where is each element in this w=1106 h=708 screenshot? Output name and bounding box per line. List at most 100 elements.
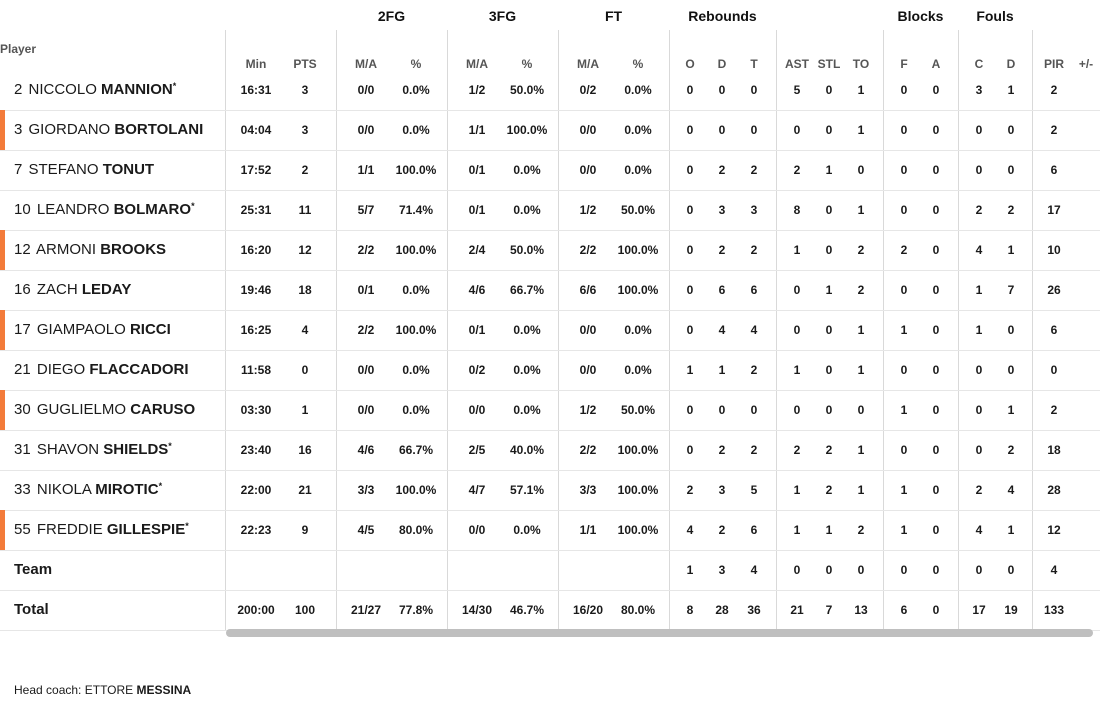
column-header-reb-o[interactable]: O <box>685 57 695 71</box>
group-fouls: Fouls <box>976 8 1014 24</box>
stat-fg3-pct: 0.0% <box>513 203 541 217</box>
head-coach: Head coach: ETTORE MESSINA <box>14 683 191 697</box>
starter-marker: * <box>158 481 163 491</box>
column-header-foul-d[interactable]: D <box>1006 57 1016 71</box>
column-header-reb-t[interactable]: T <box>750 57 758 71</box>
horizontal-scrollbar[interactable] <box>226 629 1093 637</box>
player-name[interactable]: 3 GIORDANO BORTOLANI <box>14 110 203 150</box>
stat-blk-f: 0 <box>900 163 908 177</box>
stat-reb-o: 0 <box>686 123 694 137</box>
stat-stl: 0 <box>825 203 833 217</box>
stat-fg2-pct: 71.4% <box>398 203 434 217</box>
player-name[interactable]: 16 ZACH LEDAY <box>14 270 131 310</box>
player-number: 10 <box>14 201 31 218</box>
stat-fg2-ma: 0/1 <box>357 283 375 297</box>
stat-ast: 0 <box>793 283 801 297</box>
column-header-fg3-pct[interactable]: % <box>521 57 533 71</box>
column-header-ast[interactable]: AST <box>785 57 809 71</box>
stat-fg3-ma: 0/0 <box>468 403 486 417</box>
stat-reb-t: 0 <box>750 403 758 417</box>
stat-reb-t: 4 <box>750 563 758 577</box>
head-coach-first-name: ETTORE <box>84 683 134 697</box>
column-header-fg2-pct[interactable]: % <box>410 57 422 71</box>
player-name[interactable]: 17 GIAMPAOLO RICCI <box>14 310 171 350</box>
stat-ast: 21 <box>790 603 804 617</box>
player-name[interactable]: 55 FREDDIE GILLESPIE* <box>14 510 189 550</box>
stat-fg3-ma: 0/1 <box>468 163 486 177</box>
stat-fg2-ma: 0/0 <box>357 363 375 377</box>
stat-min: 23:40 <box>240 443 272 457</box>
stat-pir: 12 <box>1047 523 1061 537</box>
stat-pts: 9 <box>301 523 309 537</box>
stat-pir: 26 <box>1047 283 1061 297</box>
stat-to: 13 <box>854 603 868 617</box>
player-name[interactable]: 31 SHAVON SHIELDS* <box>14 430 172 470</box>
column-header-to[interactable]: TO <box>852 57 870 71</box>
stat-pir: 2 <box>1050 123 1058 137</box>
stat-blk-a: 0 <box>932 563 940 577</box>
team-label: Team <box>14 561 53 578</box>
player-first-name: SHAVON <box>36 441 100 458</box>
column-header-ft-ma[interactable]: M/A <box>577 57 599 71</box>
column-header-pm[interactable]: +/- <box>1078 57 1094 71</box>
stat-blk-f: 1 <box>900 403 908 417</box>
player-name[interactable]: 30 GUGLIELMO CARUSO <box>14 390 195 430</box>
column-header-fg2-ma[interactable]: M/A <box>355 57 377 71</box>
stat-blk-f: 6 <box>900 603 908 617</box>
player-name[interactable]: 33 NIKOLA MIROTIC* <box>14 470 162 510</box>
player-row: 17 GIAMPAOLO RICCI 16:25 4 2/2 100.0% 0/1 0.0%… <box>0 310 1100 351</box>
stat-ft-pct: 0.0% <box>624 323 652 337</box>
player-first-name: ARMONI <box>36 241 97 258</box>
stat-ft-pct: 80.0% <box>620 603 656 617</box>
player-first-name: FREDDIE <box>36 521 103 538</box>
stat-fg3-ma: 1/2 <box>468 83 486 97</box>
stat-min: 17:52 <box>240 163 272 177</box>
stat-stl: 0 <box>825 243 833 257</box>
player-name[interactable]: 10 LEANDRO BOLMARO* <box>14 190 195 230</box>
column-header-pir[interactable]: PIR <box>1043 57 1064 71</box>
stat-pts: 100 <box>294 603 316 617</box>
column-header-stl[interactable]: STL <box>817 57 841 71</box>
stat-fg3-pct: 46.7% <box>509 603 545 617</box>
column-header-ft-pct[interactable]: % <box>632 57 644 71</box>
column-header-blk-f[interactable]: F <box>900 57 908 71</box>
stat-pir: 6 <box>1050 323 1058 337</box>
stat-fg2-ma: 4/5 <box>357 523 375 537</box>
stat-reb-o: 0 <box>686 243 694 257</box>
stat-reb-t: 5 <box>750 483 758 497</box>
player-name[interactable]: 21 DIEGO FLACCADORI <box>14 350 189 390</box>
stat-foul-c: 2 <box>975 483 983 497</box>
column-header-min[interactable]: Min <box>245 57 267 71</box>
player-name[interactable]: 2 NICCOLO MANNION* <box>14 70 176 110</box>
stat-pts: 1 <box>301 403 309 417</box>
stat-fg2-ma: 3/3 <box>357 483 375 497</box>
player-name[interactable]: 12 ARMONI BROOKS <box>14 230 166 270</box>
column-header-pts[interactable]: PTS <box>293 57 317 71</box>
stat-foul-c: 4 <box>975 523 983 537</box>
player-first-name: GIORDANO <box>28 121 111 138</box>
stat-ft-pct: 0.0% <box>624 163 652 177</box>
starter-marker: * <box>185 521 189 531</box>
stat-stl: 1 <box>825 523 833 537</box>
stat-fg2-pct: 0.0% <box>402 123 430 137</box>
stat-reb-o: 0 <box>686 403 694 417</box>
column-header-fg3-ma[interactable]: M/A <box>466 57 488 71</box>
starter-marker: * <box>168 441 172 451</box>
column-divider <box>558 30 559 630</box>
column-header-blk-a[interactable]: A <box>931 57 941 71</box>
stat-blk-a: 0 <box>932 443 940 457</box>
stat-fg3-pct: 0.0% <box>513 523 541 537</box>
stat-fg3-ma: 14/30 <box>461 603 493 617</box>
stat-reb-d: 2 <box>718 443 726 457</box>
player-name[interactable]: 7 STEFANO TONUT <box>14 150 154 190</box>
stat-fg3-ma: 1/1 <box>468 123 486 137</box>
player-row: 21 DIEGO FLACCADORI 11:58 0 0/0 0.0% 0/2 0.0% 0… <box>0 350 1100 391</box>
stat-fg2-ma: 1/1 <box>357 163 375 177</box>
player-last-name: MANNION <box>101 81 173 98</box>
stat-blk-f: 1 <box>900 523 908 537</box>
player-row: 30 GUGLIELMO CARUSO 03:30 1 0/0 0.0% 0/0 0.0% 1… <box>0 390 1100 431</box>
column-header-reb-d[interactable]: D <box>717 57 727 71</box>
stat-ast: 0 <box>793 403 801 417</box>
player-number: 55 <box>14 521 31 538</box>
column-header-foul-c[interactable]: C <box>974 57 984 71</box>
